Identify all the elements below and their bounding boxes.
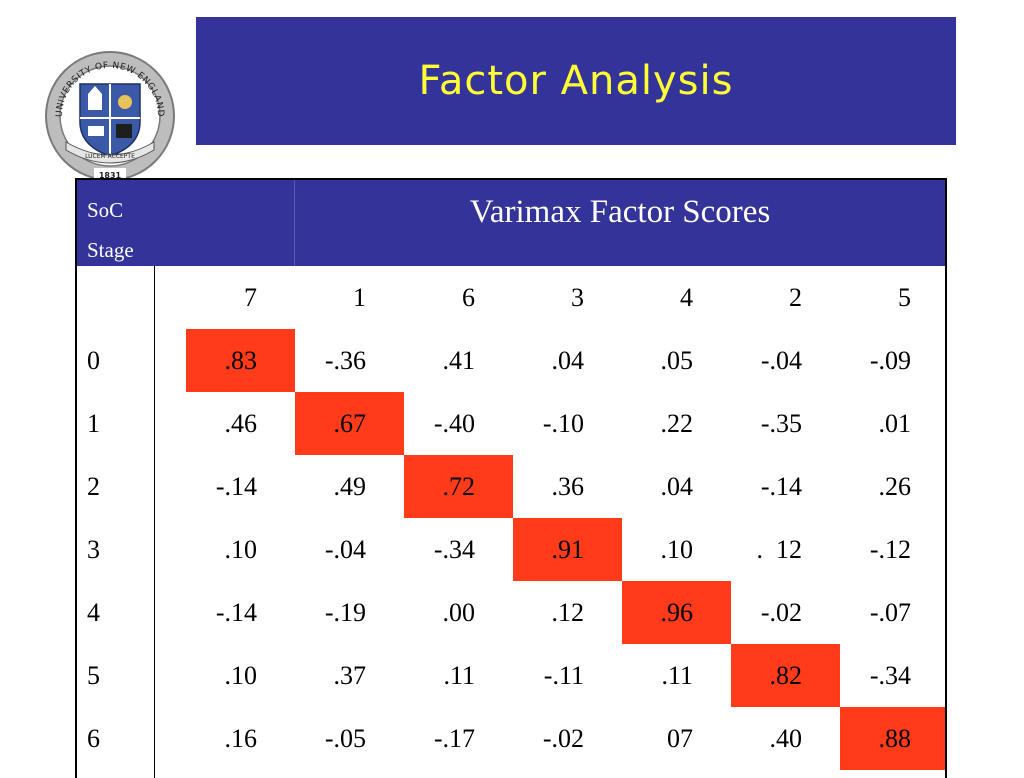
factor-column-header: 6 [462,283,475,312]
scores-header-label: Varimax Factor Scores [469,194,771,230]
score-cell: .12 [551,598,585,627]
stage-label: 1 [87,409,100,438]
highlighted-score-cell: .88 [840,707,945,770]
factor-column-header: 3 [571,283,584,312]
score-cell: .49 [333,472,367,501]
highlighted-score-cell: .83 [186,329,295,392]
stage-label: 0 [87,346,100,375]
score-cell: -.34 [433,535,475,564]
scores-header: Varimax Factor Scores [295,180,945,266]
university-seal-logo: UNIVERSITY OF NEW ENGLAND LUCEM ACCEPTE … [44,50,176,182]
factor-header-row: 7 1 6 3 4 2 5 [77,266,945,329]
score-cell: -.05 [324,724,366,753]
score-cell: -.14 [760,472,802,501]
factor-scores-table: SoC Stage Varimax Factor Scores 7 1 6 3 4 2 5 0… [75,178,947,778]
stage-label: 6 [87,724,100,753]
score-cell: -.11 [543,661,584,690]
score-cell: -.34 [869,661,911,690]
factor-column-header: 5 [898,283,911,312]
score-cell: -.02 [542,724,584,753]
stage-column-header: SoC Stage [77,180,295,266]
factor-column-header: 4 [680,283,693,312]
highlighted-score-cell: .82 [731,644,840,707]
score-cell: .04 [660,472,694,501]
score-cell: -.14 [215,598,257,627]
score-cell: -.35 [760,409,802,438]
highlighted-score-cell: .91 [513,518,622,581]
score-cell: .37 [333,661,367,690]
score-cell: .36 [551,472,585,501]
table-row: 3 .10 -.04 -.34 .91 .10 . 12 -.12 [77,518,945,581]
score-cell: .11 [661,661,693,690]
score-cell: .11 [443,661,475,690]
table-row: 2 -.14 .49 .72 .36 .04 -.14 .26 [77,455,945,518]
score-cell: .10 [224,535,258,564]
factor-column-header: 7 [244,283,257,312]
score-cell: -.09 [869,346,911,375]
stage-column-divider [154,266,155,778]
score-cell: .10 [224,661,258,690]
score-cell: .05 [660,346,694,375]
score-cell: -.17 [433,724,475,753]
score-cell: .10 [660,535,694,564]
table-row: 1 .46 .67 -.40 -.10 .22 -.35 .01 [77,392,945,455]
table-row: 5 .10 .37 .11 -.11 .11 .82 -.34 [77,644,945,707]
score-cell: -.19 [324,598,366,627]
stage-label: 2 [87,472,100,501]
score-cell: .22 [660,409,694,438]
stage-label: 3 [87,535,100,564]
score-cell: .01 [878,409,912,438]
score-cell: .04 [551,346,585,375]
score-cell: .00 [442,598,476,627]
score-cell: .40 [769,724,803,753]
factor-column-header: 1 [353,283,366,312]
table-row: 0 .83 -.36 .41 .04 .05 -.04 -.09 [77,329,945,392]
table-row: 6 .16 -.05 -.17 -.02 07 .40 .88 [77,707,945,770]
table-row: 4 -.14 -.19 .00 .12 .96 -.02 -.07 [77,581,945,644]
score-cell: -.04 [324,535,366,564]
highlighted-score-cell: .67 [295,392,404,455]
score-cell: .46 [224,409,258,438]
seal-icon: UNIVERSITY OF NEW ENGLAND LUCEM ACCEPTE … [45,51,175,181]
stage-header-line2: Stage [87,238,134,262]
stage-header-line1: SoC [87,198,124,222]
seal-year-text: 1831 [99,171,122,180]
score-cell: .26 [878,472,912,501]
score-cell: -.10 [542,409,584,438]
score-cell: . 12 [756,535,803,564]
score-cell: -.07 [869,598,911,627]
seal-ribbon-text: LUCEM ACCEPTE [85,153,135,160]
score-cell: -.04 [760,346,802,375]
factor-column-header: 2 [789,283,802,312]
stage-label: 5 [87,661,100,690]
stage-label: 4 [87,598,100,627]
score-cell: 07 [667,724,693,753]
score-cell: -.40 [433,409,475,438]
highlighted-score-cell: .96 [622,581,731,644]
score-cell: -.36 [324,346,366,375]
score-cell: -.12 [869,535,911,564]
highlighted-score-cell: .72 [404,455,513,518]
slide-title: Factor Analysis [418,58,734,104]
title-banner: Factor Analysis [196,17,956,145]
score-cell: .41 [442,346,476,375]
score-cell: -.14 [215,472,257,501]
score-cell: -.02 [760,598,802,627]
score-cell: .16 [224,724,258,753]
